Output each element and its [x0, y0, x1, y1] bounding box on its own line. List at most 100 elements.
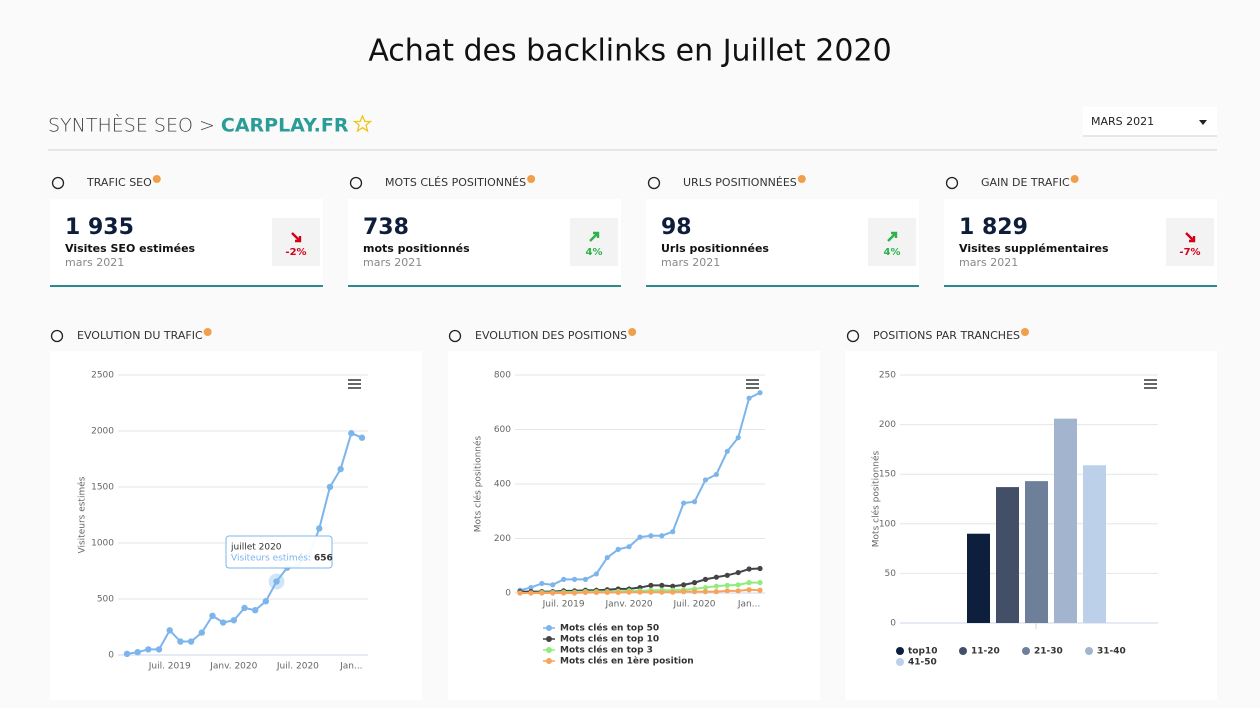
series-point: [702, 584, 709, 591]
series-point: [670, 583, 676, 589]
series-point: [746, 580, 752, 586]
kpi-label: Visites SEO estimées: [65, 242, 196, 255]
x-tick-label: Juil. 2019: [542, 600, 585, 610]
x-tick-label: Jan...: [339, 662, 362, 672]
series-point: [735, 435, 741, 441]
series-point: [724, 572, 730, 578]
kpi-card-border: [944, 285, 1217, 287]
kpi-change: 4%: [884, 247, 901, 258]
info-icon[interactable]: [152, 175, 161, 183]
legend-label[interactable]: 11-20: [971, 647, 1000, 657]
series-point: [241, 604, 248, 612]
series-point: [626, 589, 632, 595]
series-point: [757, 390, 763, 396]
legend-label[interactable]: Mots clés en top 50: [560, 623, 659, 634]
kpi-value: 98: [661, 215, 692, 240]
y-tick-label: 100: [879, 519, 896, 529]
series-point: [713, 471, 719, 478]
info-icon[interactable]: [203, 328, 212, 336]
legend-label[interactable]: 21-30: [1034, 647, 1063, 657]
legend-marker[interactable]: [1022, 647, 1030, 655]
kpi-badge: [570, 218, 618, 266]
chart-menu-icon[interactable]: [746, 379, 759, 381]
series-point: [757, 565, 763, 572]
series-point: [637, 589, 643, 595]
info-icon[interactable]: [1070, 175, 1079, 183]
chart-menu-icon[interactable]: [1144, 383, 1157, 385]
legend-label[interactable]: 31-40: [1097, 647, 1126, 657]
series-point: [670, 529, 676, 535]
kpi-title: MOTS CLÉS POSITIONNÉS: [385, 176, 526, 189]
trend-arrow: [291, 232, 302, 243]
kpi-label: mots positionnés: [363, 242, 470, 255]
chart-menu-icon[interactable]: [1144, 387, 1157, 389]
y-tick-label: 800: [494, 371, 511, 381]
info-icon[interactable]: [628, 328, 637, 336]
series-point: [637, 534, 643, 540]
y-tick-label: 1500: [91, 483, 114, 493]
chart-menu-icon[interactable]: [746, 383, 759, 385]
series-point: [134, 649, 141, 656]
kpi-value: 738: [363, 215, 409, 240]
y-tick-label: 2500: [91, 371, 114, 381]
bar: [967, 533, 990, 623]
favorite-star[interactable]: [352, 114, 373, 133]
y-tick-label: 400: [494, 480, 511, 490]
legend-label[interactable]: Mots clés en top 10: [560, 634, 659, 645]
bar: [996, 487, 1019, 623]
info-icon[interactable]: [1021, 328, 1029, 336]
series-point: [348, 430, 355, 437]
legend-marker[interactable]: [959, 647, 967, 655]
info-icon[interactable]: [527, 175, 536, 183]
series-point: [702, 477, 709, 483]
y-tick-label: 0: [890, 619, 896, 629]
legend-label[interactable]: Mots clés en top 3: [560, 645, 653, 656]
kpi-date: mars 2021: [65, 256, 124, 269]
chart-menu-icon[interactable]: [348, 383, 361, 385]
series-point: [626, 544, 632, 550]
series-point: [746, 395, 752, 401]
dropdown-box[interactable]: [1083, 107, 1217, 137]
period-dropdown[interactable]: MARS 2021: [1083, 107, 1217, 137]
info-icon[interactable]: [797, 175, 806, 183]
series-point: [550, 590, 556, 596]
legend-marker[interactable]: [896, 658, 904, 666]
legend-marker[interactable]: [896, 647, 904, 655]
chart-menu-icon[interactable]: [348, 379, 361, 381]
legend-marker[interactable]: [1085, 647, 1093, 655]
x-tick-label: Juil. 2020: [276, 662, 319, 672]
dropdown-caret[interactable]: [1199, 120, 1207, 125]
kpi-value: 1 935: [65, 215, 134, 240]
kpi-date: mars 2021: [959, 256, 1018, 269]
dropdown-value[interactable]: MARS 2021: [1091, 115, 1154, 128]
chart-menu-icon[interactable]: [746, 387, 759, 389]
kpi-title: GAIN DE TRAFIC: [981, 176, 1070, 189]
series-point: [702, 589, 709, 595]
kpi-change: -2%: [285, 247, 306, 258]
series-point: [659, 582, 665, 588]
chart-menu-icon[interactable]: [348, 387, 361, 389]
series-point: [724, 582, 730, 588]
legend-label[interactable]: Mots clés en 1ère position: [560, 656, 694, 667]
series-point: [123, 650, 131, 658]
series-point: [337, 465, 344, 473]
breadcrumb-site[interactable]: CARPLAY.FR: [221, 115, 349, 137]
legend-label[interactable]: top10: [908, 647, 937, 657]
series-point: [539, 590, 545, 596]
series-point: [593, 589, 599, 596]
kpi-title: URLS POSITIONNÉES: [683, 176, 797, 189]
x-tick-label: Jan...: [737, 600, 760, 610]
y-tick-label: 600: [494, 425, 511, 435]
y-tick-label: 200: [494, 534, 511, 544]
series-point: [724, 588, 730, 594]
bar: [1025, 481, 1048, 623]
series-point: [713, 589, 719, 595]
series-point: [713, 583, 719, 589]
legend-label[interactable]: 41-50: [908, 658, 937, 668]
series-point: [681, 589, 687, 595]
series-point: [251, 607, 259, 614]
chart-menu-icon[interactable]: [1144, 379, 1157, 381]
series-point: [659, 589, 665, 595]
